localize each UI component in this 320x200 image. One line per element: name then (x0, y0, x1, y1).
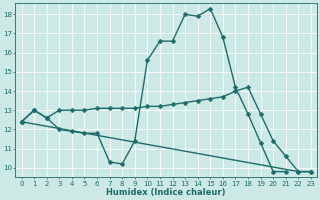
X-axis label: Humidex (Indice chaleur): Humidex (Indice chaleur) (107, 188, 226, 197)
